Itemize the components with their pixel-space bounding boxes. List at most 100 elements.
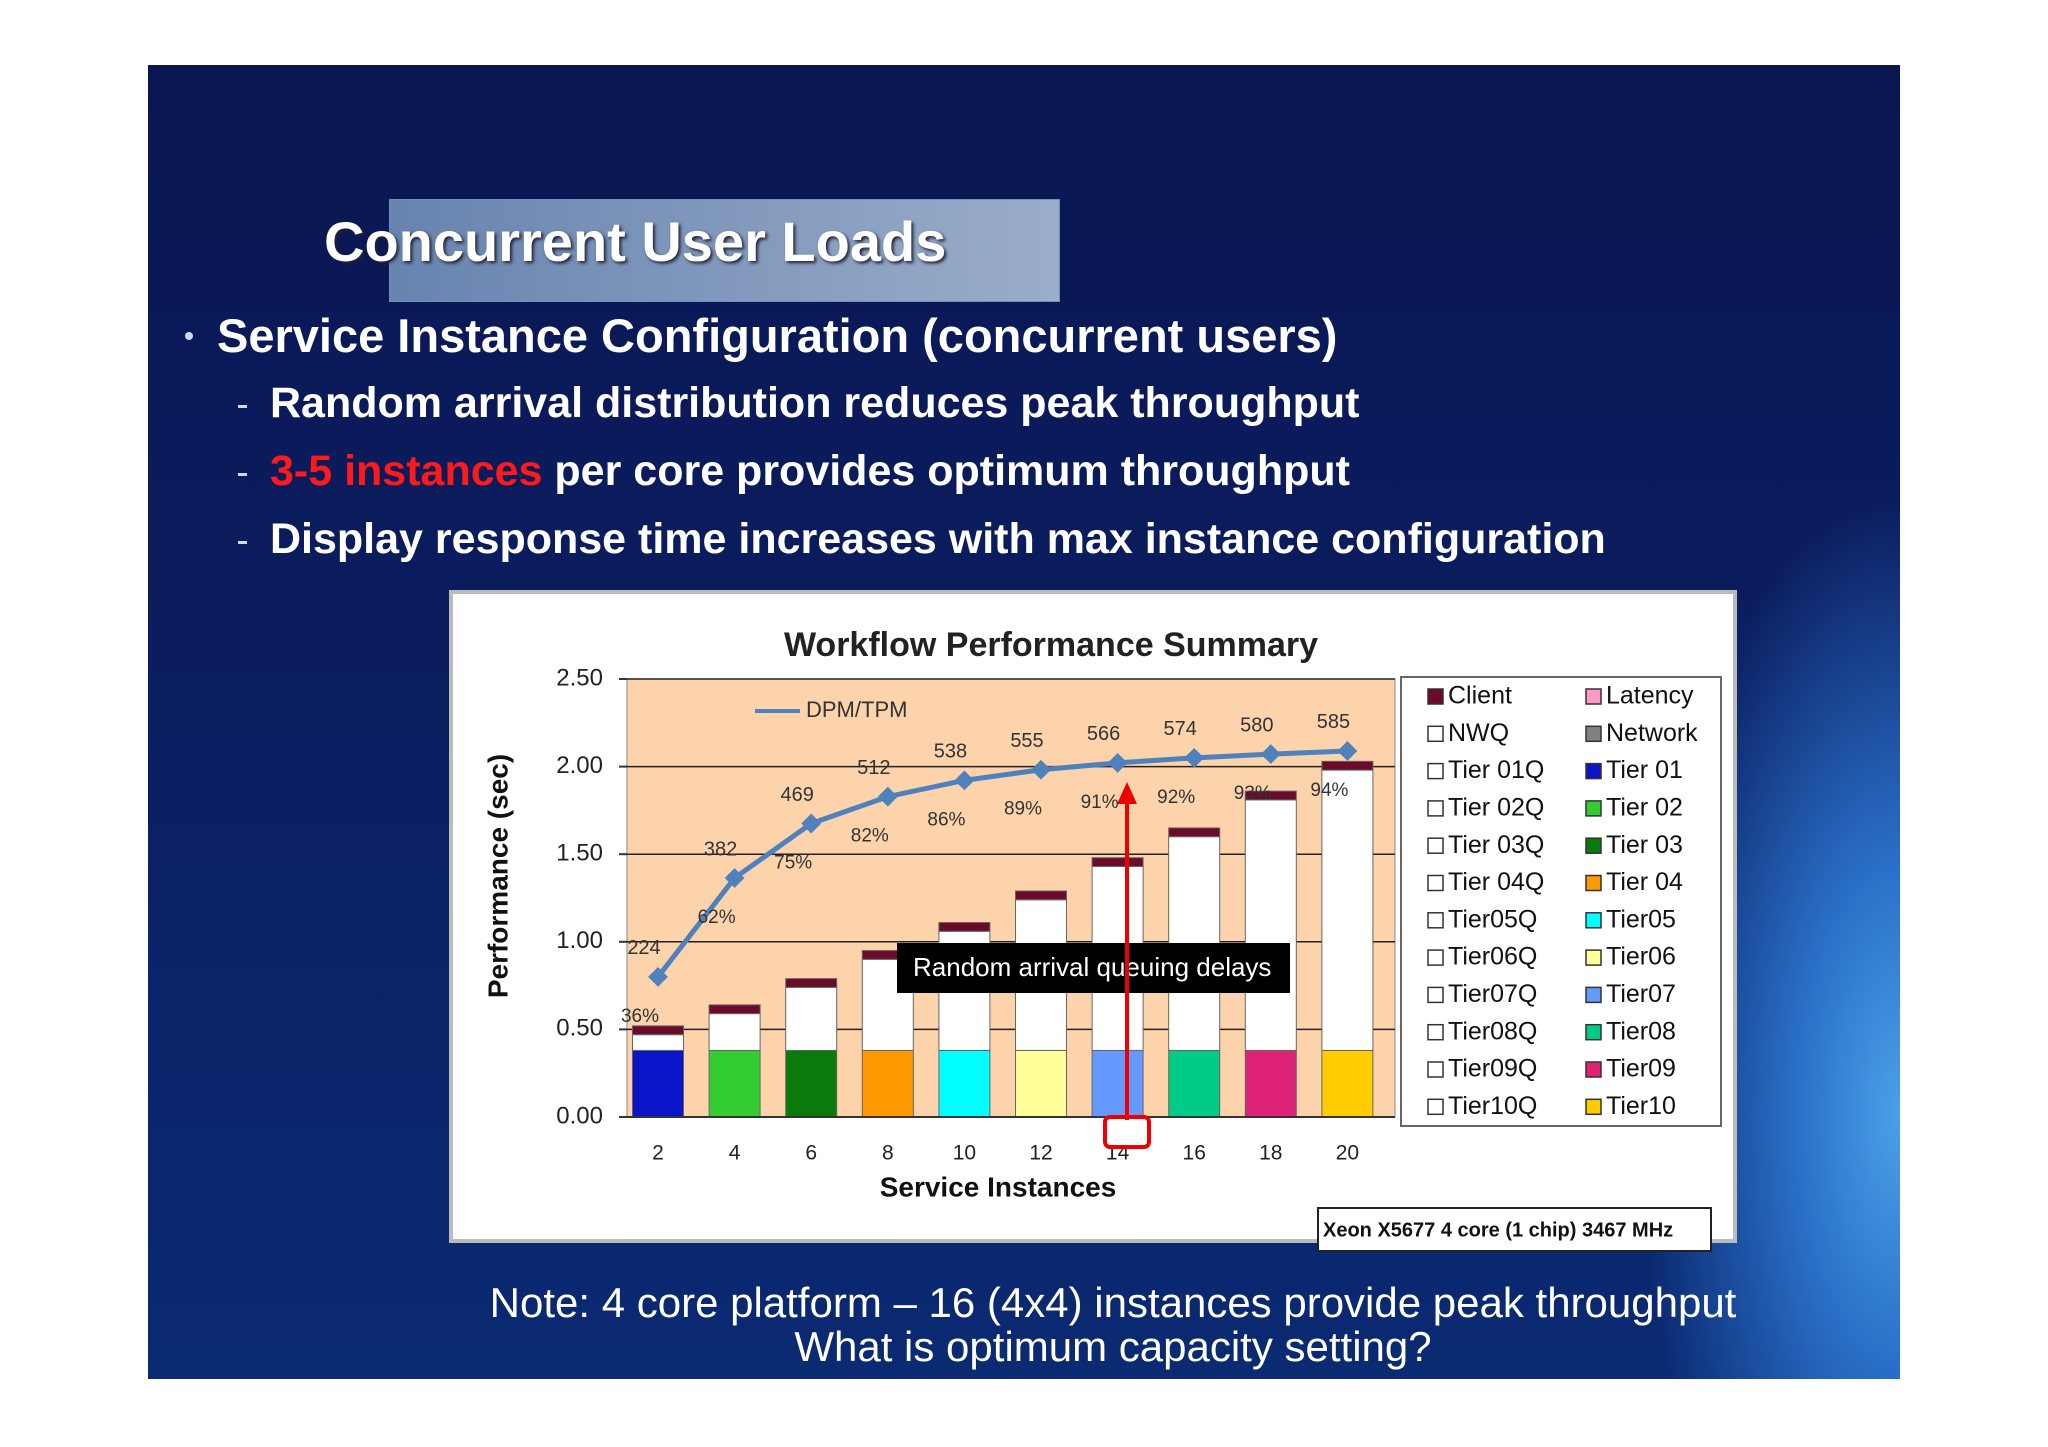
line-marker [954, 770, 975, 791]
legend-swatch [1427, 986, 1444, 1004]
legend-swatch [1427, 949, 1444, 966]
y-tick-label: 2.00 [556, 752, 603, 779]
x-tick-label: 6 [805, 1142, 817, 1165]
bar-segment [1321, 760, 1374, 771]
sub-bullet-text: per core provides optimum throughput [542, 447, 1350, 495]
bar-segment [632, 1049, 684, 1118]
legend-swatch [1585, 874, 1602, 892]
line-marker [1337, 741, 1358, 761]
bar-segment [1168, 827, 1221, 838]
utilization-label: 94% [1310, 780, 1348, 801]
legend-swatch [1585, 949, 1602, 966]
line-marker [801, 813, 822, 834]
legend-label: Tier 02 [1606, 794, 1683, 822]
legend-label: Tier10 [1606, 1092, 1676, 1120]
line-value-label: 580 [1240, 714, 1273, 736]
sub-bullet: Random arrival distribution reduces peak… [270, 379, 1360, 427]
legend-swatch [1585, 688, 1602, 705]
legend-label: Client [1448, 682, 1512, 710]
legend-label: Latency [1606, 682, 1694, 710]
line-value-label: 574 [1164, 718, 1197, 740]
sub-bullet: Display response time increases with max… [270, 515, 1606, 563]
bar-segment [708, 1004, 761, 1015]
highlight-box [1103, 1115, 1151, 1149]
bar-segment [1091, 857, 1144, 867]
legend-label: Tier08 [1606, 1017, 1676, 1045]
utilization-label: 92% [1157, 787, 1195, 808]
legend-label: Tier10Q [1448, 1092, 1537, 1120]
x-tick-label: 8 [882, 1142, 894, 1165]
bullet-dot [185, 332, 193, 340]
bar-segment [1015, 890, 1067, 901]
legend-label: Tier 01 [1606, 756, 1683, 784]
note-line: What is optimum capacity setting? [794, 1323, 1432, 1370]
x-tick-label: 12 [1029, 1142, 1052, 1165]
line-value-label: 469 [781, 784, 814, 806]
bar-segment [861, 1049, 914, 1118]
bar-segment [785, 978, 838, 988]
bar-segment [785, 1049, 838, 1118]
bar-segment [632, 1034, 684, 1051]
x-tick-label: 20 [1336, 1142, 1359, 1165]
legend-swatch [1427, 837, 1444, 854]
annotation: Random arrival queuing delays [913, 952, 1271, 982]
legend-label: Network [1606, 719, 1698, 747]
line-value-label: 512 [857, 757, 890, 779]
legend-swatch [1427, 800, 1444, 817]
title-band [389, 199, 1060, 302]
utilization-label: 75% [774, 853, 812, 874]
legend-swatch [1585, 800, 1602, 817]
legend-swatch [1427, 762, 1444, 780]
legend-swatch [1427, 874, 1444, 892]
line-marker [1184, 747, 1205, 768]
x-tick-label: 4 [729, 1142, 741, 1165]
line-marker [877, 786, 898, 807]
slide-title: Concurrent User Loads [324, 210, 947, 273]
bar-segment [1244, 790, 1297, 801]
bar-segment [938, 922, 991, 932]
x-tick-label: 10 [953, 1142, 976, 1165]
line-value-label: 538 [934, 741, 967, 763]
note-line: Note: 4 core platform – 16 (4x4) instanc… [489, 1279, 1737, 1326]
x-tick-label: 16 [1183, 1142, 1206, 1165]
y-tick-label: 1.00 [556, 927, 603, 954]
line-marker [1260, 744, 1281, 764]
legend-swatch [1427, 1061, 1444, 1078]
legend-label: Tier05 [1606, 905, 1676, 933]
legend-box [1400, 676, 1722, 1127]
legend-swatch [1585, 762, 1602, 780]
legend-label: Tier 01Q [1448, 756, 1544, 784]
y-tick-label: 0.50 [556, 1015, 603, 1042]
bar-segment [1244, 799, 1297, 1051]
legend-label: Tier09 [1606, 1055, 1676, 1083]
line-marker [1107, 752, 1128, 773]
bar-segment [708, 1013, 761, 1051]
bar-segment [938, 1049, 991, 1118]
legend-label: Tier07Q [1448, 980, 1537, 1008]
annotation-box [897, 943, 1290, 993]
line-marker [724, 868, 745, 888]
dash [238, 473, 247, 476]
legend-swatch [1585, 1098, 1602, 1116]
legend-swatch [1585, 986, 1602, 1004]
x-tick-label: 2 [652, 1142, 664, 1165]
bar-segment [1091, 1049, 1144, 1118]
line-value-label: 382 [704, 838, 737, 860]
legend-label: DPM/TPM [806, 697, 907, 722]
bar-segment [708, 1049, 761, 1118]
legend-label: Tier 04Q [1448, 868, 1544, 896]
arrow-head [1117, 782, 1137, 804]
line-marker [1031, 759, 1051, 780]
bar-segment [1321, 1049, 1374, 1118]
line-value-label: 585 [1317, 711, 1350, 733]
legend-swatch [1585, 837, 1602, 854]
y-tick-label: 1.50 [556, 840, 603, 867]
bullet-text: Service Instance Configuration (concurre… [217, 309, 1338, 362]
line [656, 748, 1348, 979]
legend-label: Tier 02Q [1448, 794, 1544, 822]
legend-label: Tier09Q [1448, 1055, 1537, 1083]
legend-swatch [1427, 912, 1444, 929]
legend-label: Tier 03Q [1448, 831, 1544, 859]
